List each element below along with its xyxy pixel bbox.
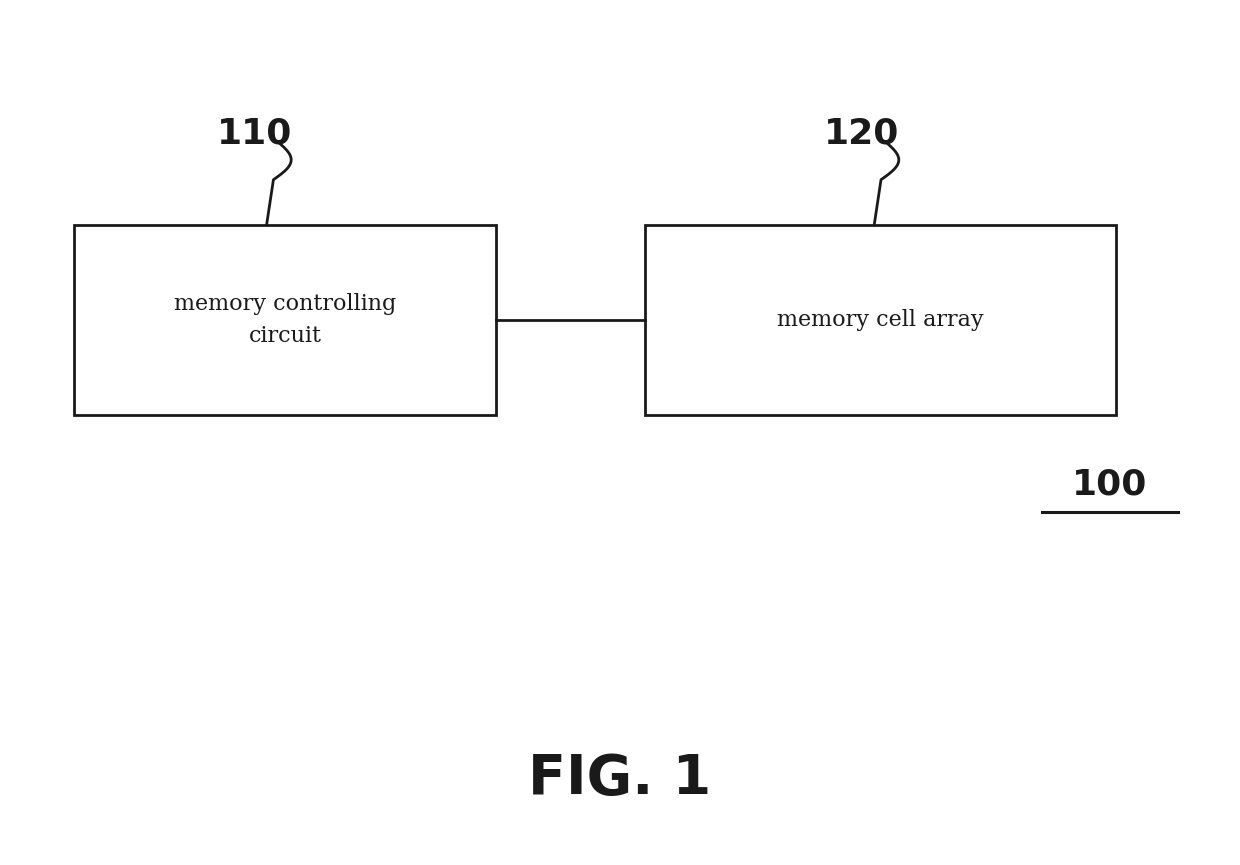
Text: FIG. 1: FIG. 1 (528, 752, 712, 805)
Text: memory cell array: memory cell array (777, 309, 983, 331)
Text: 120: 120 (825, 117, 899, 151)
Bar (645, 225, 1116, 415)
Bar (74, 225, 496, 415)
Text: memory controlling
circuit: memory controlling circuit (174, 293, 397, 347)
Text: 110: 110 (217, 117, 291, 151)
Text: 100: 100 (1073, 467, 1147, 502)
